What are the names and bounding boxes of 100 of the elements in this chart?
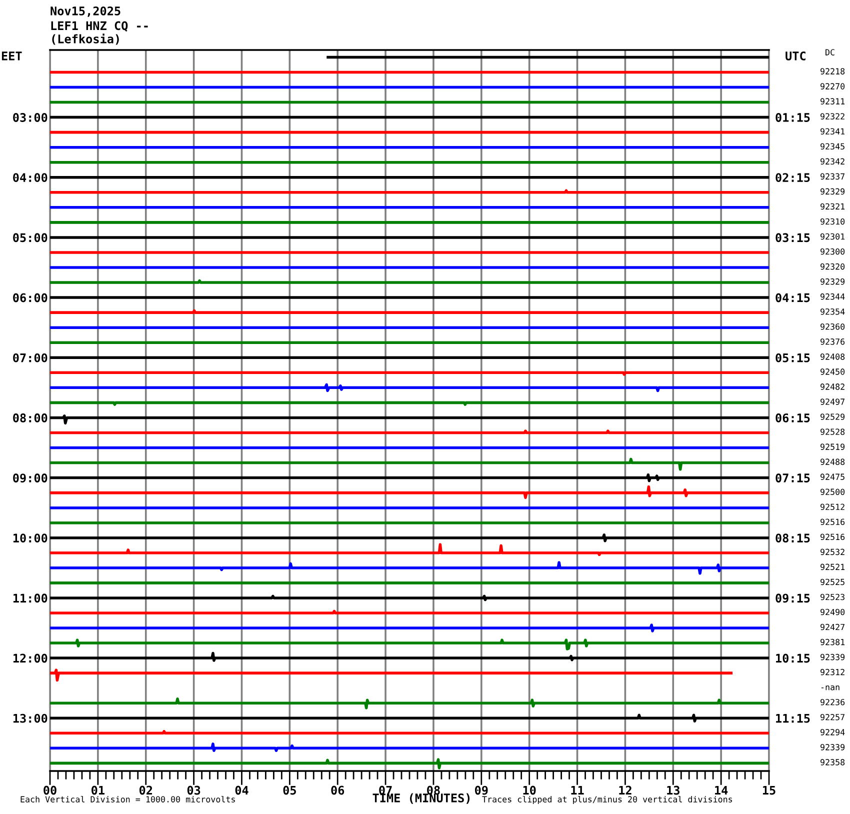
x-tick-label: 01 — [92, 786, 104, 795]
line-series — [50, 652, 769, 662]
x-tick-label: 13 — [667, 786, 680, 795]
text: 92301 — [820, 233, 845, 240]
y-tick-label: 09:00 — [13, 474, 48, 483]
line-series — [50, 543, 769, 556]
text: 92532 — [820, 548, 844, 556]
y-tick-label: 04:00 — [13, 173, 48, 182]
x-tick-label: 09 — [475, 786, 488, 795]
text: 92376 — [820, 338, 845, 345]
y-tick-label: 05:00 — [13, 233, 48, 242]
text: 92218 — [820, 68, 845, 74]
text: Traces clipped at plus/minus 20 vertical divisions — [482, 796, 732, 804]
y-tick-label: 06:00 — [13, 293, 48, 302]
chart-subtitle: LEF1 HNZ CQ -- (Lefkosia) — [51, 21, 148, 45]
text: 92322 — [820, 113, 844, 120]
line-series — [50, 638, 769, 650]
y2-tick-label: 01:15 — [776, 113, 810, 122]
x-tick-label: 11 — [571, 786, 584, 795]
text: 92450 — [820, 368, 845, 375]
text: 92475 — [820, 474, 844, 480]
y2-tick-label: 09:15 — [776, 594, 810, 603]
y2-tick-label: 06:15 — [776, 413, 810, 422]
line-series — [50, 758, 769, 770]
y-tick-label: 13:00 — [13, 714, 48, 723]
text: 92521 — [820, 564, 845, 570]
text: 92342 — [820, 158, 844, 165]
x-tick-label: 02 — [139, 786, 152, 795]
y2-tick-label: 05:15 — [776, 353, 810, 362]
y2-tick-label: 02:15 — [776, 173, 810, 182]
text: 92329 — [820, 278, 845, 285]
text: 92528 — [820, 428, 845, 435]
text: 92512 — [820, 504, 844, 510]
text: 92300 — [820, 248, 845, 255]
text: 92525 — [820, 578, 844, 586]
text: 92500 — [820, 488, 845, 495]
y2-tick-label: 10:15 — [776, 654, 810, 663]
text: 92257 — [820, 714, 844, 720]
line-series — [50, 742, 769, 752]
line-series — [50, 561, 769, 575]
y2-tick-label: 04:15 — [776, 293, 810, 302]
line-series — [50, 383, 769, 392]
text: DC — [826, 49, 834, 56]
text: 92270 — [820, 83, 845, 90]
text: 92329 — [820, 188, 845, 195]
text: 92321 — [820, 203, 845, 210]
x-tick-label: 04 — [235, 786, 248, 795]
text: 92482 — [820, 384, 844, 390]
x-tick-label: 08 — [427, 786, 440, 795]
text: 92310 — [820, 218, 845, 225]
text: 92294 — [820, 729, 845, 736]
y2-axis-title: UTC — [786, 51, 806, 60]
x-axis-title: TIME (MINUTES) — [372, 793, 470, 804]
y-axis-title: EET — [2, 52, 22, 60]
x-tick-label: 00 — [44, 786, 56, 795]
x-tick-label: 06 — [331, 786, 344, 795]
y-tick-label: 10:00 — [13, 534, 48, 543]
y2-tick-label: 03:15 — [776, 233, 810, 242]
text: 92381 — [820, 638, 845, 646]
text: 92320 — [820, 263, 845, 270]
y-tick-label: 11:00 — [13, 594, 48, 603]
text: 92490 — [820, 608, 845, 616]
text: 92408 — [820, 354, 845, 360]
y2-tick-label: 11:15 — [776, 714, 810, 723]
x-tick-label: 03 — [187, 786, 200, 795]
x-tick-label: 10 — [523, 786, 536, 795]
y2-tick-label: 08:15 — [776, 534, 810, 543]
text: 92529 — [820, 414, 845, 420]
text: 92236 — [820, 698, 845, 706]
text: 92360 — [820, 323, 845, 330]
text: 92337 — [820, 173, 844, 180]
text: -nan — [821, 685, 840, 690]
text: 92344 — [820, 293, 845, 300]
text: 92488 — [820, 458, 845, 465]
text: Each Vertical Division = 1000.00 microvolts — [20, 796, 235, 802]
text: 92341 — [820, 128, 845, 135]
line-series — [50, 485, 769, 500]
text: 92519 — [820, 444, 845, 450]
text: 92354 — [820, 308, 845, 315]
x-tick-label: 14 — [715, 786, 728, 795]
x-tick-label: 07 — [379, 786, 392, 795]
text: 92339 — [820, 654, 845, 660]
text: 92497 — [820, 398, 844, 405]
y-tick-label: 03:00 — [13, 113, 48, 122]
line-series — [50, 473, 769, 482]
chart-title: Nov15,2025 — [50, 6, 120, 17]
x-tick-label: 12 — [619, 786, 632, 795]
y2-tick-label: 07:15 — [776, 474, 810, 482]
y-tick-label: 07:00 — [13, 353, 48, 362]
x-tick-label: 05 — [283, 786, 296, 795]
text: 92516 — [820, 534, 845, 540]
y-tick-label: 12:00 — [13, 654, 48, 663]
x-tick-label: 15 — [762, 786, 776, 795]
text: 92516 — [820, 518, 845, 526]
text: 92427 — [820, 624, 844, 630]
text: 92312 — [820, 668, 844, 676]
text: 92311 — [820, 98, 845, 104]
text: 92523 — [820, 594, 844, 600]
text: 92339 — [820, 744, 845, 750]
text: 92358 — [820, 759, 845, 766]
